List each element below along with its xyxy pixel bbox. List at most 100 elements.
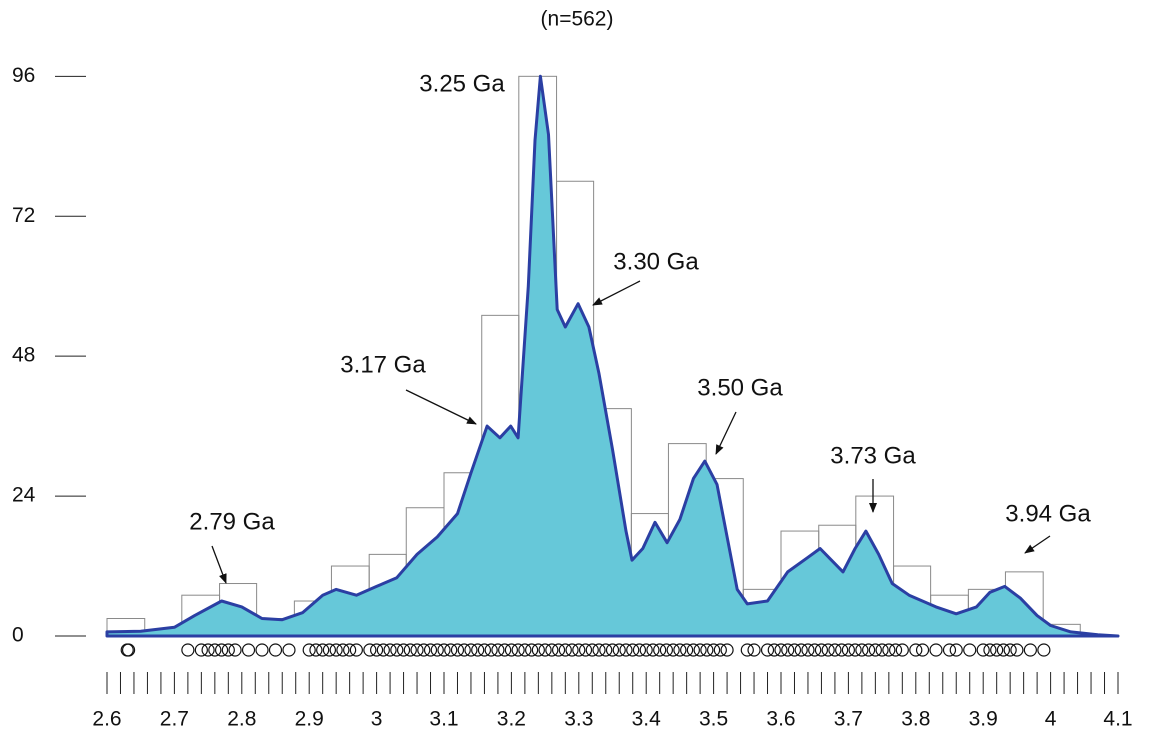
rug-point: [990, 643, 1004, 657]
rug-point: [666, 643, 680, 657]
rug-point: [740, 643, 754, 657]
rug-point: [619, 643, 633, 657]
rug-point: [612, 643, 626, 657]
rug-point: [538, 643, 552, 657]
y-tick-label: 0: [12, 624, 24, 647]
rug-point: [888, 643, 903, 657]
x-tick-label: 3.8: [901, 708, 930, 731]
rug-point: [781, 643, 795, 657]
rug-point: [363, 643, 377, 657]
rug-point: [875, 643, 889, 657]
x-tick-label: 3.4: [632, 708, 662, 731]
rug-point: [592, 643, 606, 657]
rug-point: [383, 643, 397, 657]
x-tick-label: 2.9: [295, 708, 324, 731]
rug-point: [511, 643, 525, 657]
rug-point: [437, 643, 451, 657]
x-tick-label: 2.8: [227, 708, 256, 731]
rug-point: [302, 643, 316, 657]
rug-point: [121, 643, 136, 657]
rug-point: [585, 643, 599, 657]
rug-point: [410, 643, 424, 657]
rug-point: [558, 643, 572, 657]
rug-point: [201, 643, 215, 657]
rug-point: [214, 643, 229, 657]
rug-point: [909, 643, 923, 657]
rug-point: [457, 643, 471, 657]
x-tick-label: 3.1: [429, 708, 458, 731]
x-tick-label: 3.2: [497, 708, 526, 731]
rug-point: [531, 643, 545, 657]
rug-point: [423, 643, 438, 657]
rug-point: [963, 643, 977, 657]
annotation: 3.73 Ga: [830, 442, 916, 469]
rug-point: [605, 643, 620, 657]
rug-point: [208, 643, 222, 657]
rug-point: [255, 643, 269, 657]
annotation-arrow: [592, 280, 641, 306]
rug-point: [929, 643, 943, 657]
rug-point: [760, 643, 775, 657]
rug-point: [646, 643, 660, 657]
rug-point: [653, 643, 667, 657]
x-tick-label: 2.7: [160, 708, 189, 731]
rug-point: [444, 643, 458, 657]
rug-point: [821, 643, 835, 657]
rug-point: [774, 643, 788, 657]
rug-point: [828, 643, 842, 657]
rug-point: [376, 643, 390, 657]
rug-point: [855, 643, 869, 657]
rug-point: [316, 643, 330, 657]
annotation-arrow: [715, 411, 737, 455]
rug-point: [221, 643, 235, 657]
rug-point: [551, 643, 566, 657]
rug-point: [814, 643, 829, 657]
x-tick-label: 4.1: [1103, 708, 1132, 731]
rug-point: [403, 643, 417, 657]
x-tick-label: 3.3: [564, 708, 593, 731]
rug-point: [430, 643, 444, 657]
rug-point: [720, 643, 734, 657]
rug-point: [477, 643, 492, 657]
y-tick-label: 72: [12, 204, 35, 227]
rug-point: [942, 643, 957, 657]
rug-point: [949, 643, 963, 657]
rug-point: [673, 643, 687, 657]
rug-point: [343, 643, 357, 657]
rug-point: [659, 643, 674, 657]
x-tick-label: 2.6: [92, 708, 121, 731]
annotation: 2.79 Ga: [189, 508, 275, 535]
x-tick-label: 3: [371, 708, 383, 731]
rug-point: [525, 643, 539, 657]
x-tick-label: 3.7: [834, 708, 863, 731]
rug-point: [194, 643, 208, 657]
annotation: 3.25 Ga: [419, 70, 505, 97]
rug-point: [747, 643, 761, 657]
rug-point: [545, 643, 559, 657]
rug-point: [1037, 643, 1051, 657]
rug-point: [882, 643, 896, 657]
rug-point: [706, 643, 721, 657]
rug-point: [599, 643, 613, 657]
rug-point: [268, 643, 283, 657]
chart-title: (n=562): [541, 8, 614, 31]
rug-point: [329, 643, 343, 657]
rug-point: [787, 643, 802, 657]
rug-point: [983, 643, 997, 657]
rug-point: [396, 643, 411, 657]
rug-point: [895, 643, 909, 657]
annotation-arrow: [405, 389, 477, 425]
rug-point: [370, 643, 384, 657]
annotation: 3.17 Ga: [340, 351, 426, 378]
annotation: 3.50 Ga: [697, 374, 783, 401]
rug-point: [241, 643, 256, 657]
x-tick-label: 3.9: [969, 708, 998, 731]
rug-point: [491, 643, 505, 657]
rug-point: [713, 643, 727, 657]
x-tick-label: 3.5: [699, 708, 728, 731]
rug-point: [639, 643, 653, 657]
rug-point: [518, 643, 532, 657]
rug-point: [336, 643, 350, 657]
